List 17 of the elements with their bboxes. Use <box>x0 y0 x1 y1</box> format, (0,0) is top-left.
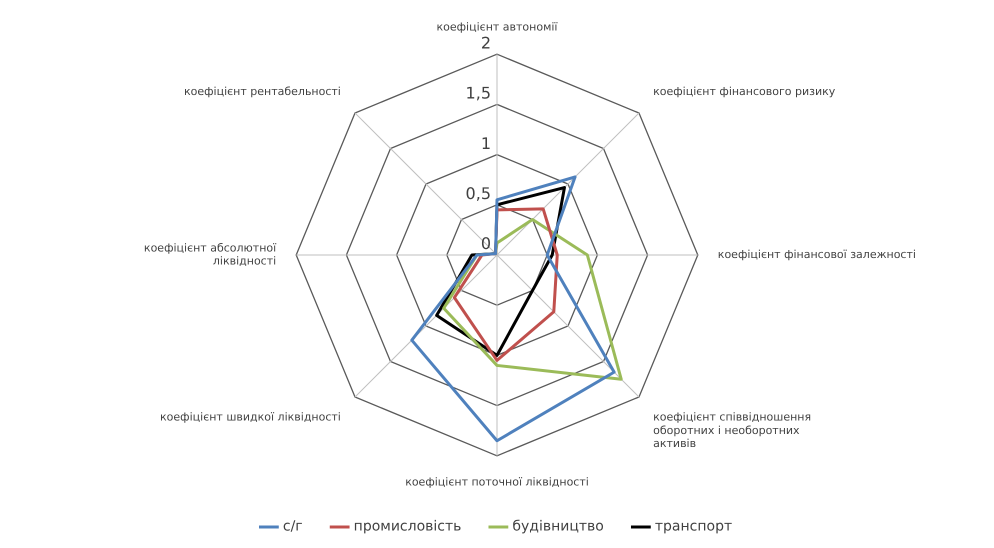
spoke-label: коефіцієнт фінансової залежності <box>718 248 916 261</box>
spoke-label: коефіцієнт співвідношення оборотних і необоротних активів <box>653 410 812 450</box>
y-tick-label: 1,5 <box>466 84 491 103</box>
spoke-label: коефіцієнт автономії <box>436 20 558 34</box>
spoke-label: коефіцієнт фінансового ризику <box>653 85 836 98</box>
legend-label: с/г <box>282 518 303 535</box>
spoke-label: коефіцієнт швидкої ліквідності <box>160 410 341 424</box>
legend-label: транспорт <box>654 518 732 535</box>
spoke-label: коефіцієнт поточної ліквідності <box>405 475 589 488</box>
y-tick-label: 0,5 <box>466 184 491 203</box>
legend-label: будівництво <box>512 518 604 535</box>
y-tick-label: 2 <box>480 33 491 52</box>
y-tick-label: 0 <box>480 234 491 254</box>
spoke-label: коефіцієнт рентабельності <box>184 85 341 98</box>
legend-label: промисловість <box>354 518 462 535</box>
spoke-label: коефіцієнт абсолютної ліквідності <box>144 241 278 268</box>
y-tick-label: 1 <box>480 134 491 153</box>
